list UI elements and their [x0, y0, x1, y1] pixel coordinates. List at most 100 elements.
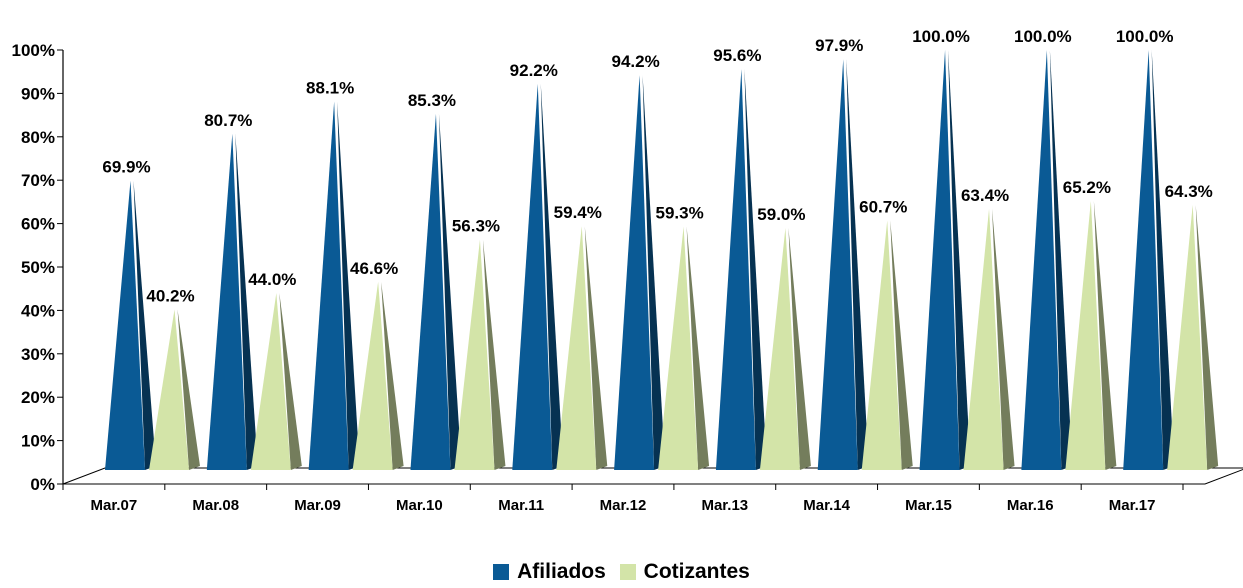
afiliados-pyramid-face — [715, 69, 756, 470]
cotizantes-data-label: 44.0% — [248, 270, 296, 289]
cotizantes-pyramid-side — [177, 309, 200, 470]
afiliados-pyramid-face — [1021, 50, 1062, 470]
cotizantes-pyramid-face — [658, 226, 699, 470]
legend-swatch-cotizantes — [619, 564, 636, 580]
cotizantes-data-label: 46.6% — [350, 259, 398, 278]
cotizantes-data-label: 59.3% — [655, 204, 703, 223]
afiliados-pyramid-face — [206, 133, 247, 470]
cotizantes-pyramid — [454, 239, 506, 470]
afiliados-pyramid — [410, 113, 462, 470]
afiliados-data-label: 85.3% — [408, 91, 456, 110]
afiliados-pyramid-side — [948, 50, 971, 470]
afiliados-pyramid-side — [744, 69, 767, 470]
cotizantes-pyramid-side — [584, 226, 608, 470]
cotizantes-pyramid — [556, 226, 608, 470]
legend-swatch-afiliados — [493, 564, 510, 580]
y-tick-label: 40% — [21, 301, 55, 320]
cotizantes-pyramid — [963, 208, 1015, 470]
y-tick-label: 70% — [21, 171, 55, 190]
cotizantes-pyramid — [352, 281, 404, 470]
afiliados-data-label: 88.1% — [306, 79, 354, 98]
cotizantes-pyramid-face — [1065, 201, 1106, 471]
afiliados-pyramid-side — [133, 180, 156, 470]
afiliados-data-label: 94.2% — [611, 52, 659, 71]
chart-marks — [105, 50, 1219, 471]
afiliados-pyramid-side — [1151, 50, 1175, 470]
x-tick-label: Mar.15 — [905, 497, 952, 514]
x-tick-label: Mar.17 — [1109, 497, 1156, 514]
x-tick-label: Mar.13 — [701, 497, 748, 514]
cotizantes-pyramid-face — [352, 281, 393, 470]
cotizantes-pyramid — [658, 226, 710, 470]
x-tick-label: Mar.07 — [91, 497, 138, 514]
afiliados-data-label: 80.7% — [204, 111, 252, 130]
cotizantes-pyramid — [1065, 201, 1117, 471]
chart-axes — [62, 50, 1243, 485]
cotizantes-data-label: 56.3% — [452, 217, 500, 236]
y-tick-label: 0% — [30, 475, 55, 494]
afiliados-data-label: 92.2% — [510, 61, 558, 80]
cotizantes-pyramid-side — [1195, 204, 1219, 471]
y-axis-ticks: 0% 10% 20% 30% 40% 50% 60% 70% 80% 90% 100% — [12, 41, 63, 494]
cotizantes-pyramid-face — [861, 220, 902, 470]
cotizantes-pyramid-side — [1093, 201, 1117, 471]
cotizantes-pyramid-side — [279, 293, 302, 470]
x-tick-label: Mar.11 — [498, 497, 544, 514]
y-tick-label: 30% — [21, 345, 55, 364]
y-tick-label: 100% — [12, 41, 55, 60]
afiliados-data-label: 100.0% — [1014, 27, 1072, 46]
cotizantes-pyramid-face — [556, 226, 597, 470]
afiliados-pyramid-side — [337, 101, 360, 471]
cotizantes-pyramid-face — [759, 227, 800, 470]
cotizantes-pyramid-side — [890, 220, 913, 470]
afiliados-pyramid-face — [817, 59, 858, 470]
cotizantes-pyramid-face — [1167, 204, 1208, 471]
afiliados-pyramid-side — [438, 113, 462, 470]
cotizantes-pyramid — [861, 220, 913, 470]
x-tick-label: Mar.12 — [600, 497, 647, 514]
afiliados-pyramid-face — [512, 83, 553, 471]
cotizantes-data-label: 59.0% — [757, 205, 805, 224]
afiliados-pyramid — [715, 69, 767, 470]
cotizantes-pyramid — [759, 227, 811, 470]
afiliados-pyramid — [308, 101, 360, 471]
x-tick-label: Mar.14 — [803, 497, 850, 514]
afiliados-pyramid — [919, 50, 971, 470]
x-axis-ticks: Mar.07 Mar.08 Mar.09 Mar.10 Mar.11 Mar.12 Mar.… — [62, 484, 1184, 514]
afiliados-pyramid — [206, 133, 258, 470]
x-tick-label: Mar.09 — [294, 497, 341, 514]
legend-label-cotizantes: Cotizantes — [643, 560, 750, 583]
legend-label-afiliados: Afiliados — [517, 560, 606, 583]
afiliados-pyramid-face — [410, 113, 451, 470]
cotizantes-pyramid — [250, 293, 302, 470]
cotizantes-data-label: 60.7% — [859, 198, 907, 217]
cotizantes-pyramid-face — [149, 309, 189, 470]
afiliados-data-label: 97.9% — [815, 36, 863, 55]
afiliados-pyramid-face — [308, 101, 349, 471]
y-tick-label: 10% — [21, 432, 55, 451]
cotizantes-pyramid-side — [686, 226, 710, 470]
legend-item-cotizantes: Cotizantes — [619, 560, 750, 584]
afiliados-pyramid-side — [846, 59, 869, 470]
afiliados-pyramid — [614, 75, 666, 470]
y-tick-label: 50% — [21, 258, 55, 277]
cotizantes-pyramid — [1167, 204, 1219, 471]
legend-item-afiliados: Afiliados — [493, 560, 606, 584]
x-tick-label: Mar.10 — [396, 497, 443, 514]
afiliados-pyramid-face — [105, 180, 145, 470]
cotizantes-pyramid-side — [482, 239, 506, 470]
cotizantes-data-label: 64.3% — [1165, 182, 1213, 201]
x-tick-label: Mar.08 — [192, 497, 239, 514]
afiliados-pyramid — [105, 180, 156, 470]
afiliados-data-label: 100.0% — [912, 27, 970, 46]
cotizantes-pyramid-side — [992, 208, 1015, 470]
afiliados-pyramid — [1123, 50, 1175, 470]
cotizantes-pyramid-side — [381, 281, 404, 470]
afiliados-pyramid — [512, 83, 564, 471]
afiliados-data-label: 69.9% — [102, 158, 150, 177]
afiliados-pyramid — [817, 59, 869, 470]
afiliados-pyramid-face — [1123, 50, 1164, 470]
afiliados-pyramid-side — [642, 75, 666, 470]
afiliados-pyramid-side — [540, 83, 564, 471]
data-labels: 69.9% 40.2% 80.7% 44.0% 88.1% 46.6% 85.3% 56.3%… — [102, 27, 1212, 306]
